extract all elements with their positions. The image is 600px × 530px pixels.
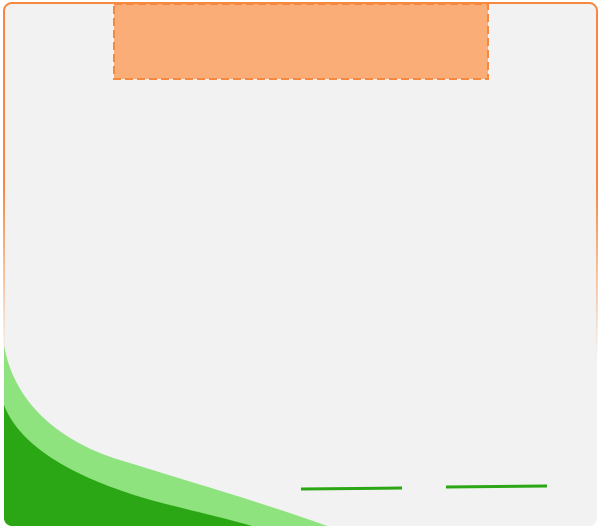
card-background — [4, 3, 597, 526]
wave-decoration — [4, 345, 330, 526]
accent-line-right — [445, 484, 548, 489]
wave-dark-band — [4, 405, 255, 526]
header-placeholder-box — [113, 3, 489, 80]
accent-line-left — [300, 486, 403, 491]
